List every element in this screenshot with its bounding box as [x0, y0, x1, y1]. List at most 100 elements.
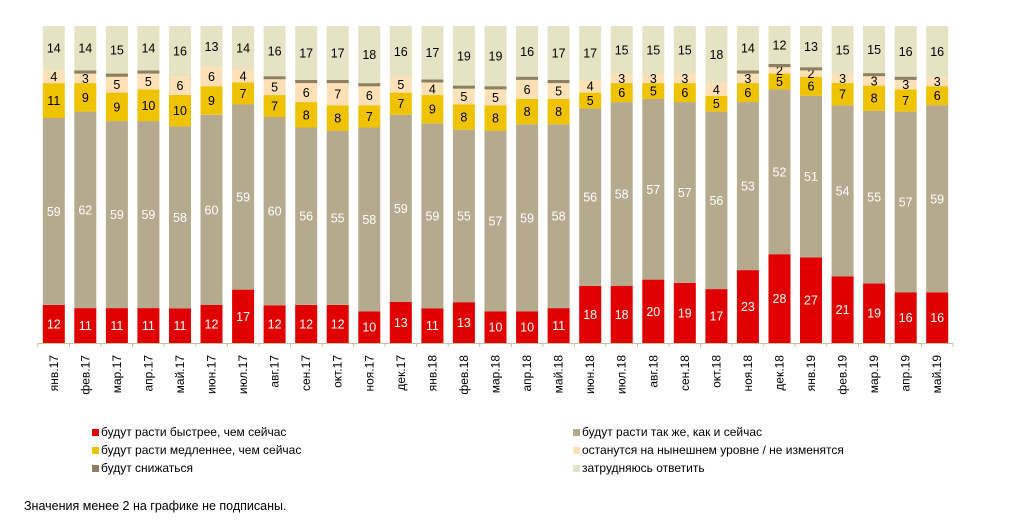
bar-segment-hard-to-say — [42, 26, 65, 71]
x-tick-label: ноя.18 — [741, 355, 755, 392]
bar-segment-same — [800, 95, 822, 258]
data-label-faster: 23 — [741, 300, 755, 314]
data-label-unchanged: 4 — [240, 70, 247, 84]
legend-swatch-same — [573, 428, 580, 436]
data-label-unchanged: 5 — [271, 81, 278, 95]
bar-segment-hard-to-say — [137, 26, 160, 71]
x-tick-label: июн.18 — [583, 355, 597, 394]
bar-segment-same — [169, 126, 191, 309]
bar-segment-faster — [516, 311, 539, 343]
legend-item-same: будут расти так же, как и сейчас — [573, 423, 844, 441]
data-label-hard-to-say: 16 — [899, 45, 913, 59]
data-label-faster: 18 — [583, 308, 597, 322]
data-label-faster: 19 — [678, 306, 692, 320]
data-label-unchanged: 3 — [618, 72, 625, 86]
bar-segment-faster — [768, 254, 791, 343]
bar-segment-same — [200, 114, 223, 305]
bar-segment-slower — [642, 83, 665, 99]
bar-segment-slower — [169, 95, 191, 127]
data-label-hard-to-say: 16 — [394, 45, 408, 59]
x-tick-label: дек.18 — [772, 355, 786, 391]
bar-segment-faster — [926, 292, 949, 343]
x-tick-label: апр.18 — [520, 355, 534, 392]
bar-segment-unchanged — [137, 73, 160, 90]
bar-segment-slower — [421, 95, 444, 124]
bar-segment-slower — [768, 73, 791, 90]
x-tick-label: мар.18 — [489, 355, 503, 394]
bar-segment-same — [863, 110, 886, 284]
data-label-slower: 9 — [429, 103, 436, 117]
data-label-same: 59 — [236, 191, 250, 205]
data-label-hard-to-say: 15 — [678, 43, 692, 57]
x-axis — [37, 343, 954, 347]
bar-segment-hard-to-say — [169, 26, 191, 77]
bar-segment-hard-to-say — [484, 26, 507, 87]
bar-segment-faster — [610, 285, 633, 343]
bar-segment-decrease — [295, 79, 318, 84]
bar-segment-unchanged — [705, 83, 728, 96]
data-label-same: 62 — [78, 203, 92, 217]
data-label-slower: 5 — [587, 94, 594, 108]
x-tick-label: ноя.17 — [362, 355, 376, 392]
bar-segment-hard-to-say — [358, 26, 381, 84]
bar-segment-decrease — [736, 70, 759, 74]
bar-segment-hard-to-say — [863, 26, 886, 74]
bar-segment-slower — [673, 83, 696, 103]
bar-segment-unchanged — [169, 76, 191, 95]
data-label-slower: 5 — [650, 85, 657, 99]
legend-swatch-decrease — [92, 464, 99, 472]
bar-segment-hard-to-say — [547, 26, 570, 80]
bar-segment-faster — [863, 283, 886, 343]
data-label-same: 57 — [489, 215, 503, 229]
data-label-same: 58 — [173, 211, 187, 225]
bar-segment-faster — [74, 308, 97, 343]
data-label-slower: 8 — [334, 111, 341, 125]
footnote: Значения менее 2 на графике не подписаны… — [24, 499, 287, 513]
bar-segment-same — [516, 124, 539, 312]
bar-segment-slower — [326, 105, 349, 131]
data-label-same: 56 — [583, 191, 597, 205]
data-label-unchanged: 3 — [681, 72, 688, 86]
bar-segment-decrease — [768, 64, 791, 68]
data-label-hard-to-say: 18 — [709, 48, 723, 62]
bar-segment-slower — [579, 92, 602, 109]
data-label-same: 57 — [646, 183, 660, 197]
data-label-faster: 20 — [646, 305, 660, 319]
bar-segment-decrease — [263, 76, 286, 80]
data-label-unchanged: 2 — [776, 64, 783, 78]
bar-segment-slower — [295, 102, 318, 128]
bar-segment-same — [768, 89, 791, 255]
bar-segment-decrease — [800, 67, 822, 71]
data-label-faster: 12 — [299, 318, 313, 332]
data-label-slower: 8 — [460, 111, 467, 125]
data-label-faster: 16 — [899, 311, 913, 325]
bar-segment-slower — [894, 89, 917, 112]
legend-swatch-faster — [92, 428, 99, 436]
bar-segment-slower — [705, 95, 728, 112]
x-tick-label: мар.19 — [867, 355, 881, 394]
bar-segment-decrease — [421, 79, 444, 83]
bar-segment-faster — [326, 305, 349, 343]
bar-segment-same — [484, 130, 507, 312]
x-tick-label: окт.17 — [331, 355, 345, 388]
data-label-faster: 12 — [205, 318, 219, 332]
data-label-unchanged: 5 — [555, 85, 562, 99]
bar-segment-unchanged — [831, 73, 854, 83]
bar-segment-unchanged — [579, 79, 602, 93]
data-label-hard-to-say: 15 — [615, 43, 629, 57]
bar-segment-unchanged — [768, 67, 791, 74]
bar-segment-same — [42, 117, 65, 305]
bar-segment-faster — [736, 270, 759, 343]
bar-segment-faster — [579, 285, 602, 343]
bar-segment-same — [295, 127, 318, 305]
bar-segment-slower — [105, 92, 128, 122]
data-label-unchanged: 5 — [397, 78, 404, 92]
data-label-same: 59 — [110, 208, 124, 222]
legend-label-hard-to-say: затрудняюсь ответить — [582, 461, 705, 475]
legend-right: будут расти так же, как и сейчас останут… — [573, 423, 844, 477]
bar-segment-slower — [137, 89, 160, 122]
bar-segment-same — [547, 124, 570, 309]
data-label-hard-to-say: 17 — [552, 46, 566, 60]
legend-item-slower: будут расти медленнее, чем сейчас — [92, 441, 301, 459]
bar-segment-faster — [263, 305, 286, 343]
